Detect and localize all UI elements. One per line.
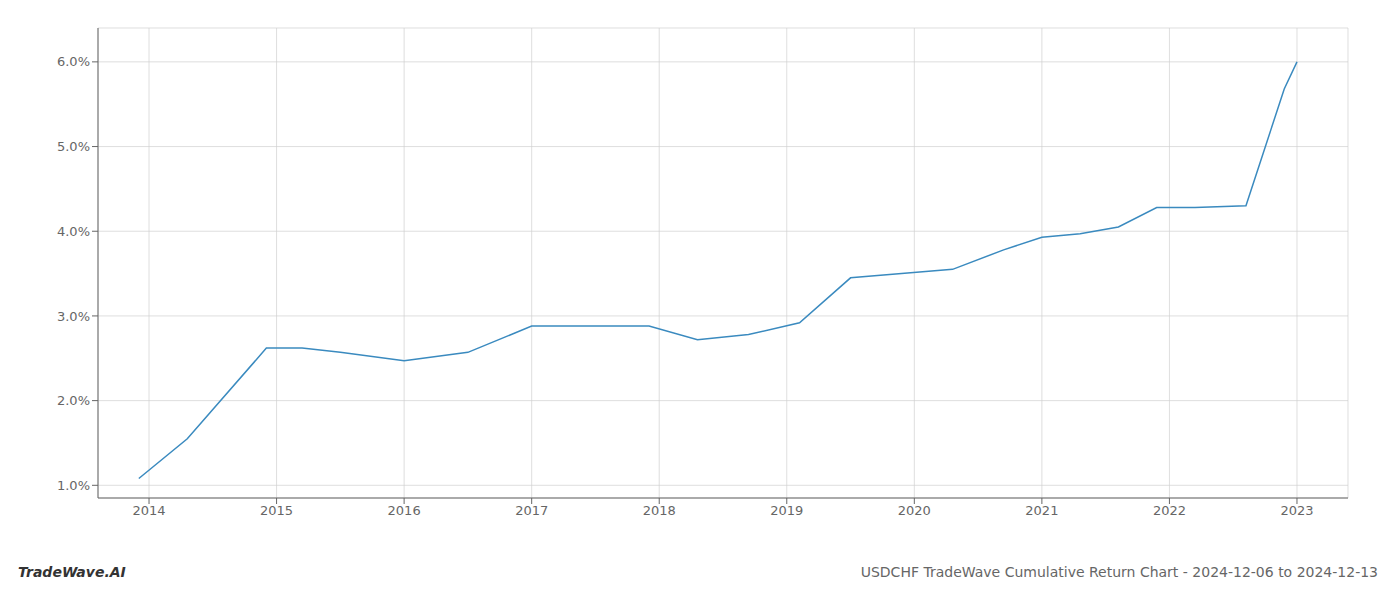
svg-text:5.0%: 5.0%	[57, 139, 90, 154]
svg-text:2017: 2017	[515, 503, 548, 518]
svg-text:2018: 2018	[643, 503, 676, 518]
svg-text:2015: 2015	[260, 503, 293, 518]
svg-text:2.0%: 2.0%	[57, 393, 90, 408]
svg-text:3.0%: 3.0%	[57, 309, 90, 324]
svg-text:2019: 2019	[770, 503, 803, 518]
svg-text:2023: 2023	[1280, 503, 1313, 518]
svg-text:2020: 2020	[898, 503, 931, 518]
html-text:USDCHF TradeWave Cumulative Re: USDCHF TradeWave Cumulative Return Chart…	[860, 564, 1378, 580]
svg-text:2014: 2014	[132, 503, 165, 518]
svg-text:4.0%: 4.0%	[57, 224, 90, 239]
svg-text:1.0%: 1.0%	[57, 478, 90, 493]
svg-text:6.0%: 6.0%	[57, 54, 90, 69]
html-text:TradeWave.AI: TradeWave.AI	[18, 564, 126, 580]
svg-text:2021: 2021	[1025, 503, 1058, 518]
svg-text:2016: 2016	[388, 503, 421, 518]
svg-text:2022: 2022	[1153, 503, 1186, 518]
